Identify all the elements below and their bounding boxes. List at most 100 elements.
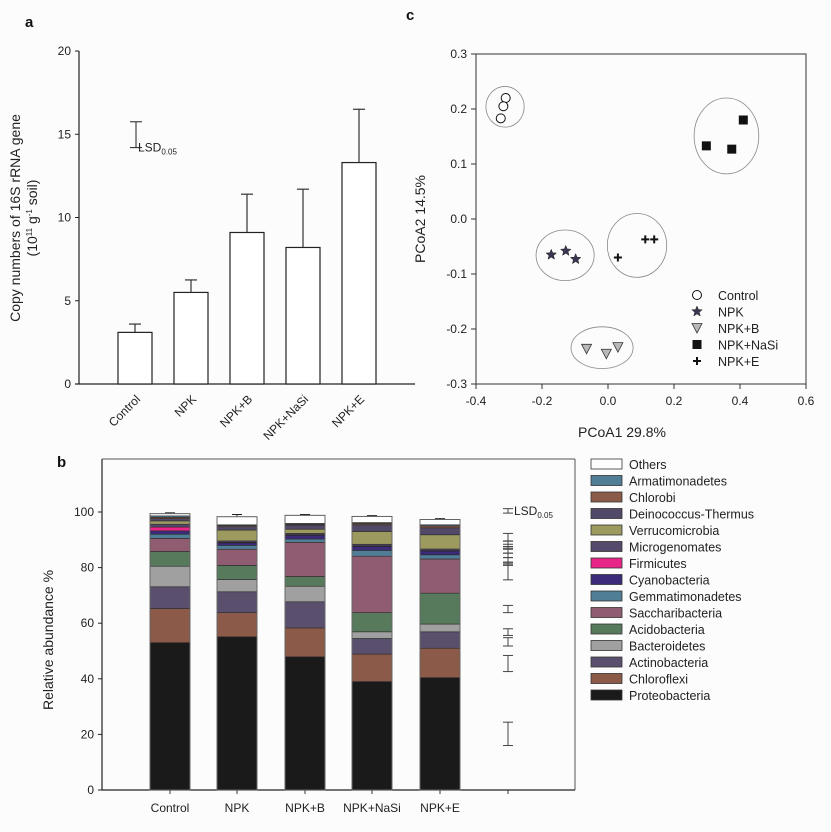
segment-saccharibacteria xyxy=(216,548,258,566)
legend-label: Chlorobi xyxy=(629,491,676,505)
segment-acidobacteria xyxy=(351,612,393,633)
panel-c-label: c xyxy=(406,7,414,24)
segment-deinococcus-thermus xyxy=(351,524,393,532)
segment-bacteroidetes xyxy=(284,585,326,603)
y-axis-title: Copy numbers of 16S rRNA gene xyxy=(7,114,23,322)
legend-swatch-chlorobi xyxy=(590,491,623,503)
point-npk xyxy=(545,248,558,260)
point-npk-b xyxy=(612,342,624,354)
bar-control xyxy=(117,331,153,385)
x-tick-label: 0.0 xyxy=(600,394,617,408)
segment-saccharibacteria xyxy=(351,555,393,613)
bar-outline xyxy=(216,516,258,791)
x-tick-label: 0.6 xyxy=(798,394,815,408)
legend-label: Microgenomates xyxy=(629,541,721,555)
cluster-ellipse-npk xyxy=(535,229,595,281)
y-tick-label: 15 xyxy=(58,127,72,141)
y-axis-title: PCoA2 14.5% xyxy=(412,175,428,263)
y-tick-label: 0.1 xyxy=(450,157,467,171)
segment-deinococcus-thermus xyxy=(419,527,461,536)
legend-label: Actinobacteria xyxy=(629,656,708,670)
segment-bacteroidetes xyxy=(419,623,461,633)
legend-swatch-proteobacteria xyxy=(590,689,623,701)
legend-pcoa: Control NPK NPK+B NPK+NaSi NPK+E xyxy=(691,289,778,369)
legend-marker-control xyxy=(692,290,702,300)
segment-gemmatimonadetes xyxy=(149,533,191,539)
segment-deinococcus-thermus xyxy=(284,524,326,530)
segment-deinococcus-thermus xyxy=(149,518,191,522)
point-npk xyxy=(569,252,582,265)
x-tick-label: NPK xyxy=(225,801,250,815)
segment-gemmatimonadetes xyxy=(351,550,393,557)
segment-bacteroidetes xyxy=(351,631,393,639)
panel-a-copy-numbers-chart: 0 5 10 15 20 Copy numbers of 16S rRNA gene (10… xyxy=(7,44,415,443)
point-npk-nasi xyxy=(701,141,711,151)
segment-proteobacteria xyxy=(351,681,393,791)
segment-bacteroidetes xyxy=(149,565,191,588)
segment-proteobacteria xyxy=(149,642,191,791)
stacked-bar-npk xyxy=(216,514,258,791)
segment-actinobacteria xyxy=(216,591,258,613)
legend-swatch-gemmatimonadetes xyxy=(590,590,623,602)
legend-label: NPK+E xyxy=(718,355,759,369)
segment-actinobacteria xyxy=(419,631,461,649)
segment-saccharibacteria xyxy=(419,558,461,594)
x-tick-label: NPK+E xyxy=(420,801,460,815)
y-tick-label: 20 xyxy=(58,44,72,58)
x-tick-label: -0.2 xyxy=(532,394,553,408)
segment-bacteroidetes xyxy=(216,579,258,593)
bar-outline xyxy=(351,515,393,791)
segment-cyanobacteria xyxy=(284,535,326,540)
segment-proteobacteria xyxy=(284,656,326,791)
segment-chloroflexi xyxy=(216,612,258,638)
y-tick-label: -0.1 xyxy=(446,267,467,281)
legend-swatch-acidobacteria xyxy=(590,623,623,635)
legend-label: Saccharibacteria xyxy=(629,607,722,621)
legend-marker-npk-e xyxy=(693,357,701,365)
y-tick-label: 80 xyxy=(81,561,95,575)
legend-label: Armatimonadetes xyxy=(629,475,727,489)
y-tick-label: -0.2 xyxy=(446,322,467,336)
legend-swatch-firmicutes xyxy=(590,557,623,569)
lsd-label: LSD0.05 xyxy=(138,141,177,157)
legend-swatch-cyanobacteria xyxy=(590,574,623,585)
point-control xyxy=(500,93,511,103)
x-tick-label: NPK+E xyxy=(329,392,367,430)
point-npk xyxy=(559,244,572,256)
segment-verrucomicrobia xyxy=(216,529,258,542)
point-npk-b xyxy=(600,348,613,360)
y-tick-label: 100 xyxy=(74,505,94,519)
x-axis-title: PCoA1 29.8% xyxy=(578,424,666,440)
legend-swatch-deinococcus-thermus xyxy=(590,508,623,519)
segment-others xyxy=(351,516,393,523)
panel-c-pcoa-chart: -0.4 -0.2 0.0 0.2 0.4 0.6 -0.3 -0.2 -0.1 0.0 0.1 0.… xyxy=(412,47,815,440)
segment-cyanobacteria xyxy=(419,550,461,556)
point-npk-nasi xyxy=(727,144,737,154)
legend-label: Gemmatimonadetes xyxy=(629,590,742,604)
y-tick-label: 0.3 xyxy=(450,47,467,61)
y-tick-label: -0.3 xyxy=(446,377,467,391)
legend-marker-npk-nasi xyxy=(692,340,702,349)
segment-actinobacteria xyxy=(284,601,326,629)
segment-others xyxy=(284,515,326,524)
segment-actinobacteria xyxy=(351,638,393,655)
legend-label: Verrucomicrobia xyxy=(629,524,719,538)
legend-swatch-armatimonadetes xyxy=(590,475,623,486)
x-tick-label: -0.4 xyxy=(466,394,487,408)
segment-verrucomicrobia xyxy=(351,531,393,545)
y-tick-label: 0 xyxy=(64,377,71,391)
point-npk-e xyxy=(641,235,650,244)
x-tick-label: Control xyxy=(106,392,143,429)
stacked-bar-control xyxy=(149,512,191,791)
legend-label: NPK+NaSi xyxy=(718,339,778,353)
point-control xyxy=(498,101,509,112)
segment-chloroflexi xyxy=(419,647,461,678)
y-tick-label: 10 xyxy=(58,211,72,225)
y-tick-label: 0.2 xyxy=(450,102,467,116)
legend-label: Acidobacteria xyxy=(629,623,705,637)
bar-npk-nasi xyxy=(285,246,321,385)
cluster-ellipse-control xyxy=(485,86,525,128)
legend-phyla: Others Armatimonadetes Chlorobi Deinococcus… xyxy=(590,458,754,703)
segment-proteobacteria xyxy=(419,677,461,791)
segment-acidobacteria xyxy=(419,592,461,625)
